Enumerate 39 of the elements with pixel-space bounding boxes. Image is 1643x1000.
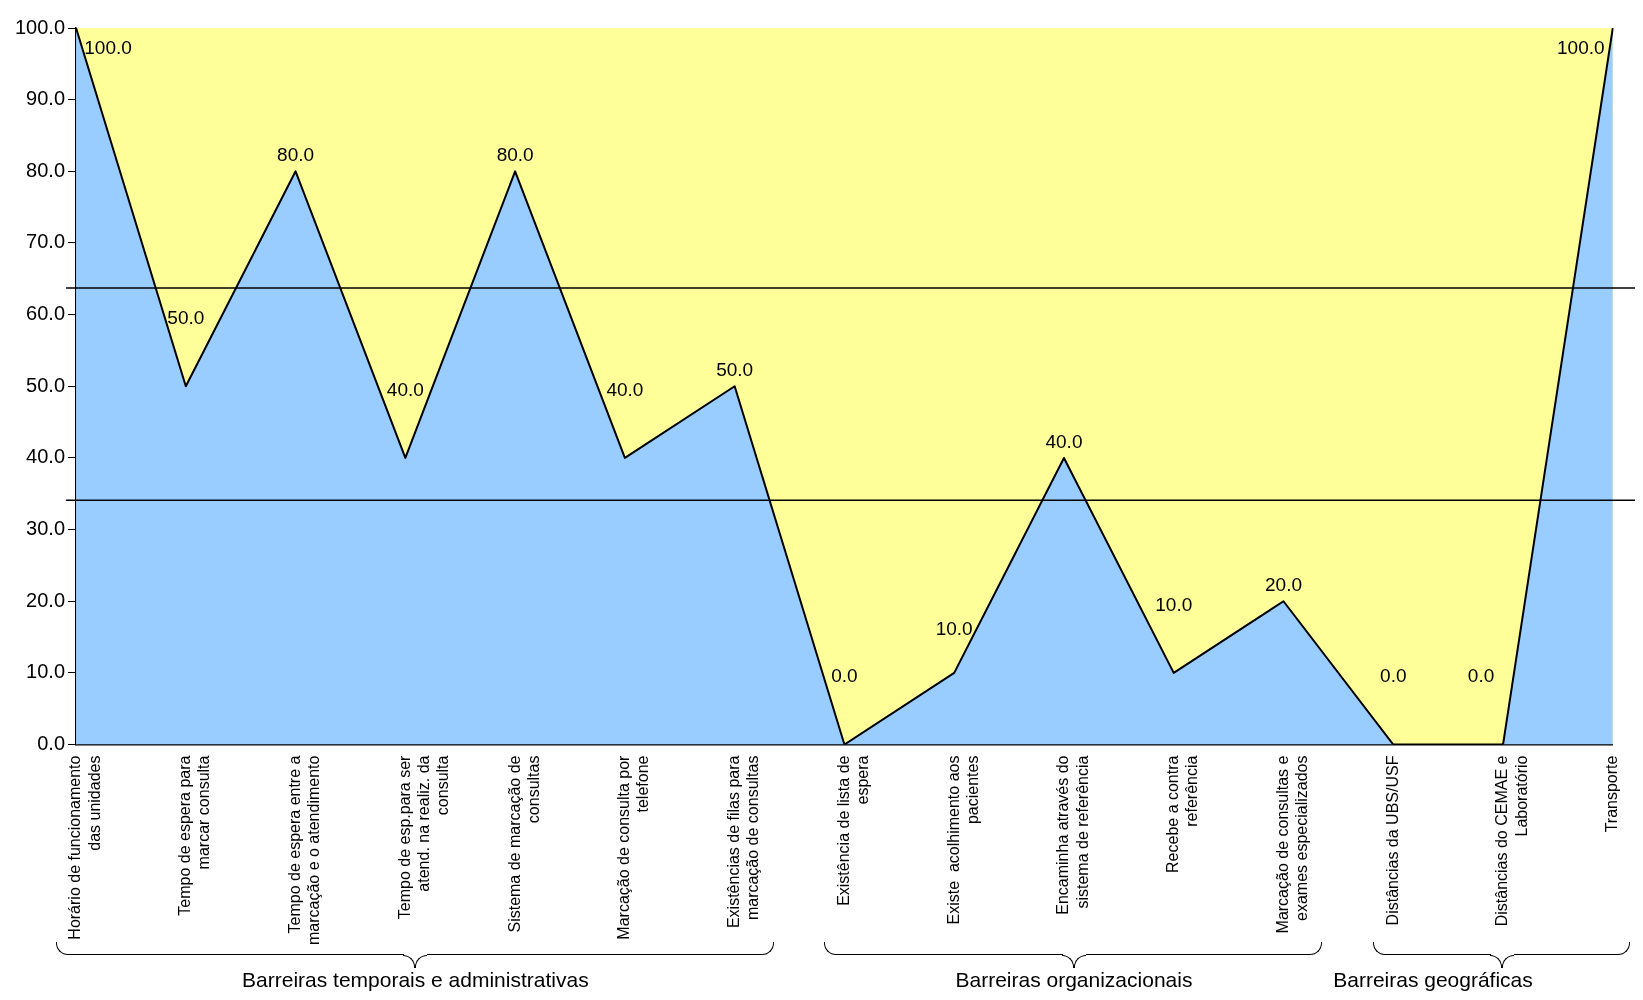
y-tick-label: 50.0 <box>26 373 66 396</box>
data-label: 10.0 <box>1155 593 1193 615</box>
data-label: 50.0 <box>167 307 205 329</box>
data-label: 40.0 <box>386 378 424 400</box>
data-label: 80.0 <box>277 144 315 166</box>
y-tick-label: 80.0 <box>26 158 66 181</box>
y-tick-label: 0.0 <box>37 732 66 755</box>
data-label: 80.0 <box>496 144 534 166</box>
x-tick-label: Existe acolhimento aos pacientes <box>944 755 981 925</box>
data-label: 100.0 <box>84 36 132 58</box>
text: Barreiras geográficas <box>1332 968 1534 992</box>
x-tick-label: Tempo de esp.para ser atend. na realiz. da consulta <box>395 754 452 920</box>
data-label: 10.0 <box>935 617 973 639</box>
text: Barreiras temporais e administrativas <box>241 968 590 992</box>
text: Barreiras organizacionais <box>954 968 1194 992</box>
x-tick-label: Existência de lista de espera <box>834 755 872 906</box>
data-label: 20.0 <box>1265 573 1302 595</box>
data-label: 0.0 <box>1467 665 1495 687</box>
x-tick-label: Horário de funcionamento das unidades <box>66 755 103 940</box>
y-tick-label: 30.0 <box>26 517 66 540</box>
x-tick-label: Marcação de consulta por telefone <box>615 754 652 940</box>
y-tick-label: 100.0 <box>14 15 66 38</box>
y-tick-label: 70.0 <box>26 230 66 253</box>
y-tick-label: 40.0 <box>26 445 66 468</box>
data-label: 40.0 <box>1045 430 1083 452</box>
x-tick-label: Sistema de marcação de consultas <box>505 755 542 933</box>
data-label: 0.0 <box>831 665 858 687</box>
data-label: 40.0 <box>606 378 644 400</box>
y-tick-label: 20.0 <box>26 588 66 611</box>
x-tick-label: Distâncias do CEMAE e Laboratório <box>1493 755 1530 927</box>
data-label: 100.0 <box>1557 36 1605 58</box>
x-tick-label: Recebe a contra referência <box>1164 755 1201 873</box>
data-label: 50.0 <box>716 359 754 381</box>
y-tick-label: 90.0 <box>26 87 66 110</box>
x-tick-label: Transporte <box>1603 755 1621 833</box>
data-label: 0.0 <box>1380 665 1407 687</box>
y-tick-label: 10.0 <box>26 660 66 683</box>
x-tick-label: Distâncias da UBS/USF <box>1383 755 1401 926</box>
y-tick-label: 60.0 <box>26 302 66 325</box>
